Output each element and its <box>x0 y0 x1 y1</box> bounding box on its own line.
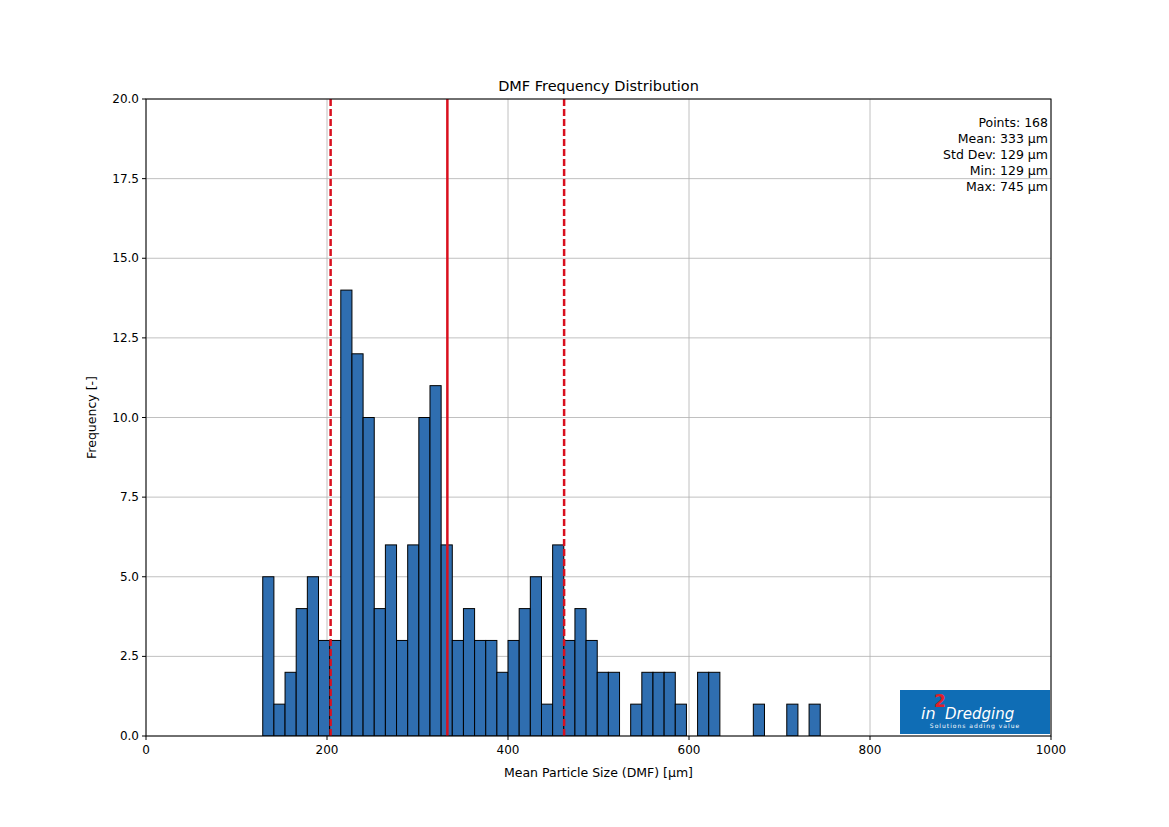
bar <box>463 609 474 736</box>
std-line <box>563 99 566 736</box>
bar <box>307 577 318 736</box>
tick <box>142 417 146 418</box>
bars <box>263 290 820 736</box>
bar <box>497 672 508 736</box>
y-axis-label: Frequency [-] <box>84 376 99 459</box>
bar <box>809 704 820 736</box>
bar <box>397 640 408 736</box>
bar <box>530 577 541 736</box>
bar <box>385 545 396 736</box>
grid <box>146 99 1051 736</box>
bar <box>519 609 530 736</box>
tick-label: 17.5 <box>112 172 139 186</box>
tick-label: 200 <box>316 743 339 757</box>
tick <box>689 736 690 740</box>
grid-line <box>146 497 1051 498</box>
bar <box>586 640 597 736</box>
tick-label: 600 <box>678 743 701 757</box>
bar <box>787 704 798 736</box>
grid-line <box>146 417 1051 418</box>
annotation: Std Dev: 129 μm <box>943 147 1048 162</box>
tick <box>146 736 147 740</box>
tick-label: 15.0 <box>112 251 139 265</box>
bar <box>430 386 441 736</box>
tick-label: 0 <box>142 743 150 757</box>
tick <box>142 656 146 657</box>
bar <box>653 672 664 736</box>
tick <box>142 736 146 737</box>
tick-label: 12.5 <box>112 331 139 345</box>
grid-line <box>146 258 1051 259</box>
bar <box>553 545 564 736</box>
title: DMF Frequency Distribution <box>498 78 699 94</box>
bar <box>698 672 709 736</box>
tick <box>870 736 871 740</box>
tick <box>142 258 146 259</box>
bar <box>608 672 619 736</box>
tick <box>1051 736 1052 740</box>
grid-line <box>146 576 1051 577</box>
grid-line <box>146 178 1051 179</box>
annotation: Points: 168 <box>978 115 1048 130</box>
bar <box>408 545 419 736</box>
mean-line <box>446 99 449 736</box>
bar <box>296 609 307 736</box>
bar <box>363 418 374 737</box>
bar <box>675 704 686 736</box>
bar <box>374 609 385 736</box>
ticks: 0 200 400 600 800 1000 0.0 2.5 5.0 7.5 10.0 12.5 15.… <box>112 92 1066 757</box>
chart: 0 200 400 600 800 1000 0.0 2.5 5.0 7.5 10.0 12.5 15.… <box>0 0 1169 827</box>
bar <box>753 704 764 736</box>
bar <box>263 577 274 736</box>
tick-label: 5.0 <box>120 570 139 584</box>
tick-label: 800 <box>859 743 882 757</box>
tick <box>142 99 146 100</box>
bar <box>642 672 653 736</box>
x-axis-label: Mean Particle Size (DMF) [μm] <box>504 765 693 780</box>
bar <box>419 418 430 737</box>
bar <box>486 640 497 736</box>
tick-label: 400 <box>497 743 520 757</box>
tick-label: 7.5 <box>120 490 139 504</box>
tick <box>142 497 146 498</box>
tick-label: 20.0 <box>112 92 139 106</box>
bar <box>597 672 608 736</box>
bar <box>341 290 352 736</box>
logo-background <box>900 690 1050 734</box>
logo-name: Dredging <box>945 705 1014 723</box>
tick-label: 10.0 <box>112 411 139 425</box>
annotation: Mean: 333 μm <box>958 131 1048 146</box>
grid-line <box>146 656 1051 657</box>
tick <box>142 576 146 577</box>
annotation: Min: 129 μm <box>970 163 1048 178</box>
bar <box>508 640 519 736</box>
logo-tagline: Solutions adding value <box>930 722 1020 730</box>
annotation: Max: 745 μm <box>966 179 1048 194</box>
bar <box>664 672 675 736</box>
tick-label: 0.0 <box>120 729 139 743</box>
bar <box>452 640 463 736</box>
bar <box>541 704 552 736</box>
tick <box>508 736 509 740</box>
grid-line <box>146 337 1051 338</box>
reference-lines <box>331 99 564 736</box>
bar <box>564 640 575 736</box>
bar <box>631 704 642 736</box>
tick-label: 2.5 <box>120 649 139 663</box>
bar <box>352 354 363 736</box>
logo: in2DredgingSolutions adding value <box>900 690 1050 734</box>
tick <box>327 736 328 740</box>
tick <box>142 337 146 338</box>
bar <box>285 672 296 736</box>
bar <box>475 640 486 736</box>
frame <box>146 99 1051 736</box>
bar <box>709 672 720 736</box>
bar <box>318 640 329 736</box>
bar <box>274 704 285 736</box>
std-line <box>329 99 332 736</box>
tick <box>142 178 146 179</box>
tick-label: 1000 <box>1036 743 1067 757</box>
bar <box>575 609 586 736</box>
